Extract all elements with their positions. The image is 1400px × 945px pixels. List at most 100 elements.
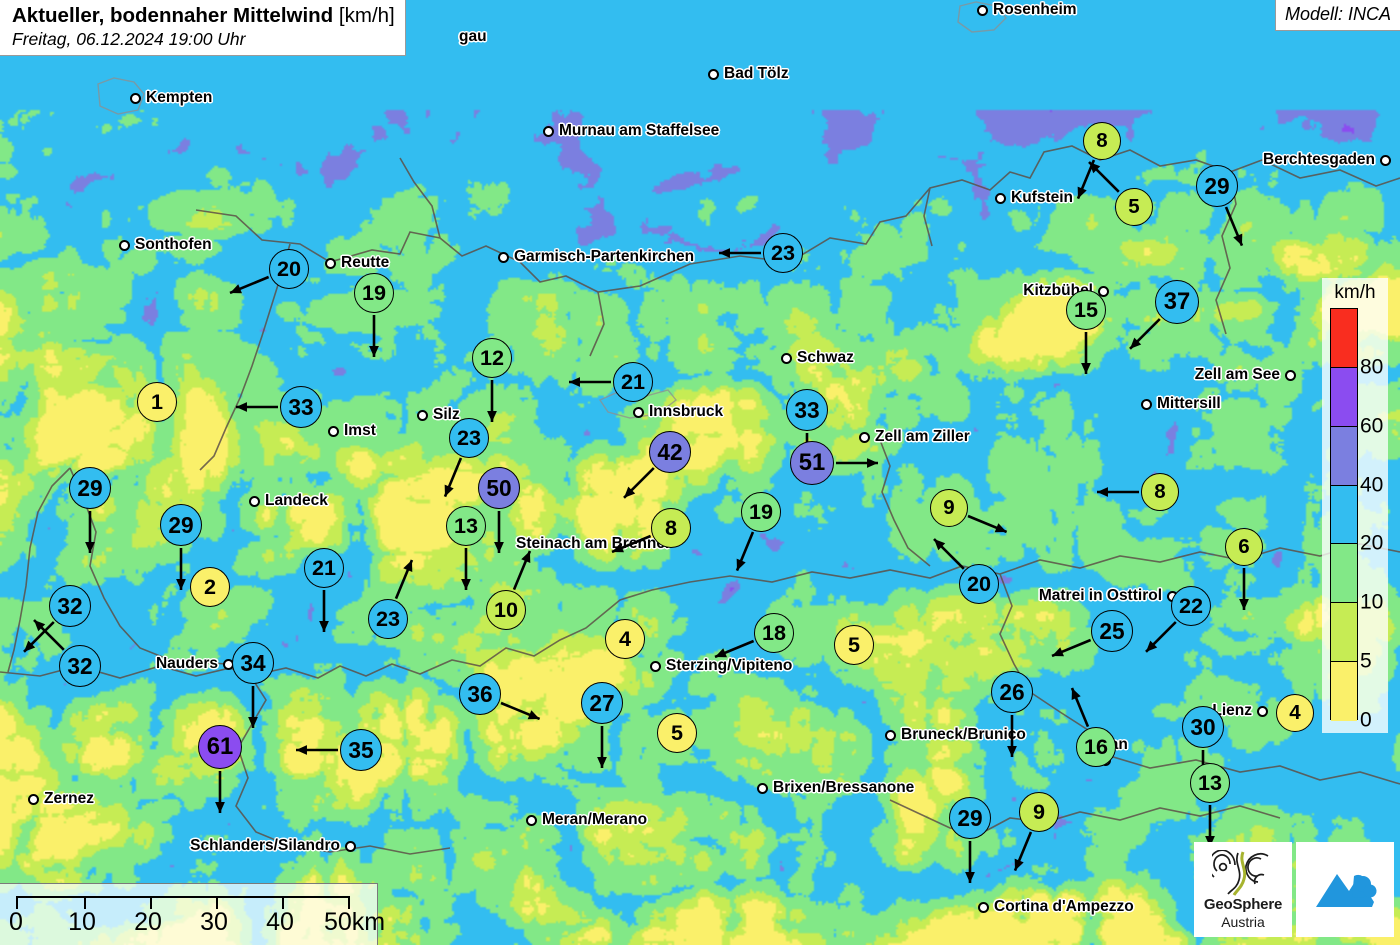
wind-speed-value[interactable]: 32: [49, 585, 91, 627]
city-label: Bad Tölz: [724, 65, 789, 82]
wind-speed-value[interactable]: 23: [449, 418, 489, 458]
legend-band-0-5: [1331, 662, 1357, 721]
wind-speed-value[interactable]: 1: [137, 382, 177, 422]
city-dot-icon: [1141, 398, 1152, 410]
city-label: Imst: [344, 422, 376, 439]
wind-speed-value[interactable]: 27: [581, 682, 623, 724]
city-label: Garmisch-Partenkirchen: [514, 248, 695, 265]
scale-bar: 0 10 20 30 40 50km: [0, 883, 385, 945]
wind-speed-value[interactable]: 10: [486, 590, 526, 630]
city-marker: Zernez: [28, 790, 94, 808]
wind-speed-value[interactable]: 4: [1276, 694, 1314, 732]
wind-speed-value[interactable]: 21: [304, 548, 344, 588]
wind-speed-value[interactable]: 18: [754, 613, 794, 653]
scale-label-4: 40: [266, 908, 294, 936]
city-dot-icon: [757, 782, 768, 794]
city-marker: Reutte: [325, 254, 389, 272]
wind-speed-value[interactable]: 13: [1190, 763, 1230, 803]
wind-speed-value[interactable]: 42: [649, 431, 691, 473]
title-text: Aktueller, bodennaher Mittelwind: [12, 4, 334, 27]
wind-speed-value[interactable]: 37: [1155, 280, 1199, 324]
scale-label-5: 50km: [323, 908, 386, 936]
city-label: Schwaz: [797, 349, 854, 366]
wind-speed-value[interactable]: 29: [949, 797, 991, 839]
wind-speed-value[interactable]: 33: [786, 389, 828, 431]
city-label: Rosenheim: [993, 1, 1077, 18]
wind-speed-value[interactable]: 5: [834, 625, 874, 665]
wind-speed-value[interactable]: 61: [198, 725, 242, 769]
city-dot-icon: [633, 406, 644, 418]
city-marker: Rosenheim: [977, 1, 1077, 19]
wind-speed-value[interactable]: 50: [478, 467, 520, 509]
city-label: Bruneck/Brunico: [901, 726, 1026, 743]
wind-speed-value[interactable]: 32: [59, 645, 101, 687]
wind-speed-value[interactable]: 4: [605, 619, 645, 659]
city-marker: Zell am See: [0, 366, 1296, 384]
city-marker: Bruneck/Brunico: [885, 726, 1026, 744]
wind-speed-value[interactable]: 30: [1182, 706, 1224, 748]
city-dot-icon: [130, 92, 141, 104]
city-dot-icon: [1285, 369, 1296, 381]
wind-speed-value[interactable]: 25: [1091, 610, 1133, 652]
legend-tick-10: 10: [1360, 590, 1384, 614]
legend-band-60-80: [1331, 367, 1357, 427]
wind-speed-value[interactable]: 8: [651, 508, 691, 548]
wind-speed-value[interactable]: 29: [160, 504, 202, 546]
logo-group: GeoSphere Austria: [1194, 842, 1394, 937]
wind-speed-value[interactable]: 21: [613, 362, 653, 402]
wind-speed-value[interactable]: 9: [1019, 792, 1059, 832]
wind-speed-value[interactable]: 29: [1196, 165, 1238, 207]
wind-speed-value[interactable]: 33: [280, 386, 322, 428]
wind-speed-value[interactable]: 51: [790, 441, 834, 485]
wind-speed-value[interactable]: 19: [741, 492, 781, 532]
wind-speed-value[interactable]: 5: [657, 713, 697, 753]
city-label: Silz: [433, 406, 460, 423]
model-label: Modell: INCA: [1284, 4, 1391, 24]
wind-speed-value[interactable]: 20: [959, 564, 999, 604]
wind-speed-value[interactable]: 15: [1066, 290, 1106, 330]
city-marker: Sonthofen: [119, 236, 212, 254]
wind-speed-value[interactable]: 20: [269, 249, 309, 289]
scale-label-1: 10: [68, 908, 96, 936]
city-marker: Berchtesgaden: [0, 151, 1391, 169]
city-dot-icon: [325, 257, 336, 269]
scale-tick: [150, 898, 152, 909]
city-dot-icon: [1380, 154, 1391, 166]
city-marker: Kempten: [130, 89, 212, 107]
wind-speed-value[interactable]: 29: [69, 467, 111, 509]
city-marker: Mittersill: [1141, 395, 1221, 413]
wind-speed-value[interactable]: 23: [368, 599, 408, 639]
wind-speed-value[interactable]: 34: [232, 642, 274, 684]
page-title: Aktueller, bodennaher Mittelwind [km/h]: [12, 4, 395, 28]
city-marker: Lienz: [0, 702, 1268, 720]
city-label: Kempten: [146, 89, 213, 106]
city-marker: Meran/Merano: [526, 811, 647, 829]
city-label: Berchtesgaden: [1263, 151, 1375, 168]
city-marker: Kufstein: [995, 189, 1073, 207]
city-dot-icon: [650, 660, 661, 672]
city-label: Innsbruck: [649, 403, 724, 420]
wind-speed-value[interactable]: 13: [446, 506, 486, 546]
wind-speed-value[interactable]: 19: [354, 273, 394, 313]
wind-speed-value[interactable]: 2: [190, 567, 230, 607]
wind-speed-value[interactable]: 16: [1076, 727, 1116, 767]
wind-speed-value[interactable]: 22: [1171, 586, 1211, 626]
wind-speed-value[interactable]: 8: [1141, 473, 1179, 511]
wind-speed-value[interactable]: 5: [1115, 188, 1153, 226]
city-label: Schlanders/Silandro: [190, 837, 340, 854]
city-marker: Imst: [328, 422, 376, 440]
legend-band-5-10: [1331, 603, 1357, 663]
wind-speed-value[interactable]: 12: [472, 338, 512, 378]
wind-speed-value[interactable]: 26: [991, 671, 1033, 713]
wind-speed-value[interactable]: 9: [930, 489, 968, 527]
wind-speed-value[interactable]: 23: [763, 233, 803, 273]
city-marker: Zell am Ziller: [859, 428, 970, 446]
wind-speed-value[interactable]: 35: [340, 729, 382, 771]
city-marker: Brixen/Bressanone: [757, 779, 914, 797]
legend-band-20-40: [1331, 485, 1357, 545]
legend-tick-40: 40: [1360, 473, 1384, 497]
wind-speed-value[interactable]: 8: [1083, 122, 1121, 160]
city-dot-icon: [119, 239, 130, 251]
wind-speed-value[interactable]: 36: [459, 673, 501, 715]
wind-speed-value[interactable]: 6: [1225, 528, 1263, 566]
